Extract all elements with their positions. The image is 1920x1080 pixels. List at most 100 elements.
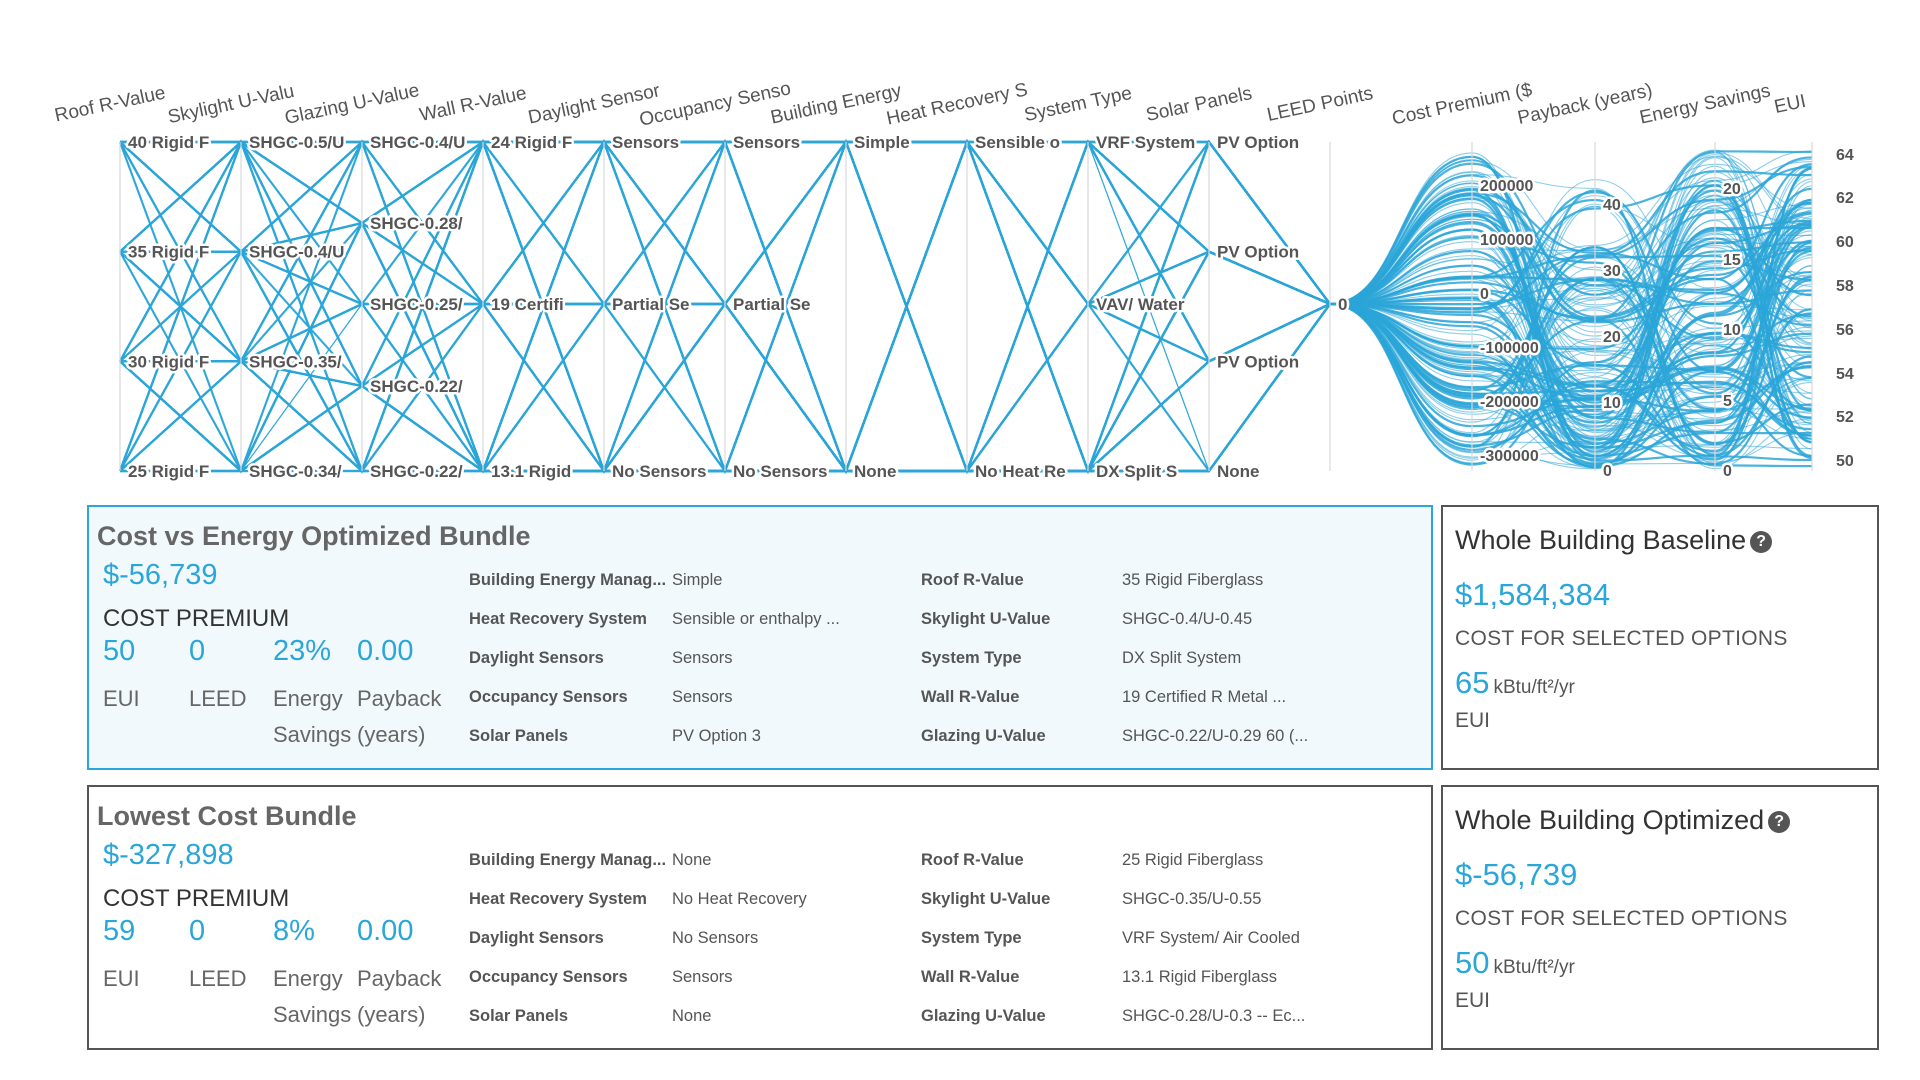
axis-title[interactable]: Heat Recovery S (885, 79, 1030, 129)
axis-title[interactable]: LEED Points (1265, 83, 1375, 126)
chart-series-line (119, 140, 1813, 472)
axis-tick-label: 64 (1836, 147, 1854, 164)
summary-eui-value: 50 (1455, 945, 1490, 980)
summary-title-row: Whole Building Optimized? (1455, 805, 1791, 836)
axis-title[interactable]: Roof R-Value (53, 83, 168, 127)
axis-tick-label: Partial Se (733, 295, 811, 314)
parameter-value: Sensors (672, 649, 733, 667)
parameter-value: SHGC-0.28/U-0.3 -- Ec... (1122, 1007, 1306, 1025)
parameter-label: Skylight U-Value (921, 610, 1051, 628)
parameter-value: None (672, 851, 712, 869)
leed-label: LEED (189, 966, 247, 991)
axis-tick-label: SHGC-0.4/U (370, 133, 465, 152)
chart-series-line (119, 141, 1813, 472)
eui-value: 50 (103, 635, 136, 667)
summary-title: Whole Building Baseline (1455, 525, 1747, 555)
eui-value: 59 (103, 915, 136, 947)
bundle-card-lowest-cost[interactable]: Lowest Cost Bundle $-327,898 COST PREMIU… (87, 785, 1433, 1050)
axis-tick-label: 20 (1723, 181, 1741, 198)
axis-title[interactable]: Payback (years) (1516, 80, 1655, 129)
chart-series-line (119, 140, 1813, 473)
axis-tick-label: 10 (1723, 322, 1741, 339)
chart-series-line (120, 140, 1813, 473)
payback-label: Payback (years) (357, 966, 442, 1027)
parameter-value: No Heat Recovery (672, 890, 807, 908)
summary-card-optimized: Whole Building Optimized? $-56,739 COST … (1441, 785, 1879, 1050)
axis-tick-label: 35 Rigid F (128, 243, 209, 262)
energy-savings-value: 23% (273, 635, 332, 667)
parameter-value: Sensible or enthalpy ... (672, 610, 840, 628)
axis-tick-label: Simple (854, 133, 910, 152)
parameter-value: Simple (672, 571, 723, 589)
parameter-label: Solar Panels (469, 727, 569, 745)
summary-cost-label: COST FOR SELECTED OPTIONS (1455, 627, 1788, 650)
parameter-value: 35 Rigid Fiberglass (1122, 571, 1264, 589)
help-icon[interactable]: ? (1750, 531, 1773, 553)
parameter-label: Heat Recovery System (469, 890, 647, 908)
axis-title[interactable]: Skylight U-Valu (166, 81, 296, 128)
axis-tick-label: 25 Rigid F (128, 462, 209, 481)
axis-tick-label: SHGC-0.4/U (249, 243, 344, 262)
axis-title[interactable]: Cost Premium ($ (1390, 79, 1534, 129)
axis-tick-label: SHGC-0.35/ (249, 352, 342, 371)
axis-tick-label: 200000 (1480, 178, 1533, 195)
payback-label: Payback (years) (357, 686, 442, 747)
chart-series-line (119, 140, 1813, 473)
axis-tick-label: 0 (1480, 286, 1489, 303)
axis-tick-label: VAV/ Water (1096, 295, 1185, 314)
axis-tick-label: SHGC-0.5/U (249, 133, 344, 152)
summary-eui-value: 65 (1455, 665, 1490, 700)
axis-tick-label: 56 (1836, 322, 1854, 339)
axis-tick-label: DX Split S (1096, 462, 1177, 481)
leed-value: 0 (189, 635, 206, 667)
axis-tick-label: 24 Rigid F (491, 133, 572, 152)
parameter-label: System Type (921, 649, 1022, 667)
summary-cost-label: COST FOR SELECTED OPTIONS (1455, 907, 1788, 930)
summary-eui-label: EUI (1455, 989, 1491, 1012)
bundle-card-cost-vs-energy[interactable]: Cost vs Energy Optimized Bundle $-56,739… (87, 505, 1433, 770)
parameter-label: Daylight Sensors (469, 929, 604, 947)
axis-tick-label: Sensors (733, 133, 800, 152)
parameter-label: Roof R-Value (921, 571, 1024, 589)
axis-title[interactable]: System Type (1022, 83, 1133, 126)
axis-tick-label: 10 (1603, 395, 1621, 412)
axis-title[interactable]: Glazing U-Value (283, 80, 421, 129)
axis-tick-label: 15 (1723, 252, 1741, 269)
help-icon[interactable]: ? (1768, 811, 1791, 833)
chart-series-line (119, 140, 1813, 472)
parameter-value: VRF System/ Air Cooled (1122, 929, 1300, 947)
summary-eui-label: EUI (1455, 709, 1491, 732)
axis-tick-label: PV Option (1217, 352, 1299, 371)
axis-title[interactable]: EUI (1772, 91, 1807, 118)
bundle-title: Cost vs Energy Optimized Bundle (97, 521, 531, 551)
axis-title[interactable]: Wall R-Value (418, 83, 529, 126)
axis-tick-label: Sensible o (975, 133, 1060, 152)
leed-label: LEED (189, 686, 247, 711)
axis-tick-label: No Sensors (612, 462, 706, 481)
parameter-label: Glazing U-Value (921, 1007, 1046, 1025)
axis-tick-label: 100000 (1480, 232, 1533, 249)
parameter-value: 25 Rigid Fiberglass (1122, 851, 1264, 869)
payback-value: 0.00 (357, 915, 414, 947)
parameter-value: None (672, 1007, 712, 1025)
axis-title[interactable]: Solar Panels (1144, 83, 1254, 126)
axis-tick-label: -100000 (1480, 340, 1539, 357)
axis-tick-label: None (854, 462, 897, 481)
axis-tick-label: SHGC-0.28/ (370, 214, 463, 233)
axis-tick-label: 52 (1836, 409, 1854, 426)
summary-eui: 50 kBtu/ft²/yr (1455, 945, 1575, 981)
parameter-value: 13.1 Rigid Fiberglass (1122, 968, 1277, 986)
axis-tick-label: 40 (1603, 197, 1621, 214)
summary-card-baseline: Whole Building Baseline? $1,584,384 COST… (1441, 505, 1879, 770)
parameter-value: SHGC-0.22/U-0.29 60 (... (1122, 727, 1309, 745)
parameter-value: SHGC-0.4/U-0.45 (1122, 610, 1253, 628)
parameter-label: Roof R-Value (921, 851, 1024, 869)
axis-tick-label: 0 (1338, 295, 1347, 314)
axis-tick-label: 30 Rigid F (128, 352, 209, 371)
axis-title[interactable]: Energy Savings (1638, 80, 1773, 128)
axis-title[interactable]: Occupancy Senso (638, 78, 793, 131)
axis-tick-label: 60 (1836, 234, 1854, 251)
eui-label: EUI (103, 686, 140, 711)
parallel-coordinates-chart[interactable]: Roof R-Value 40 Rigid F 35 Rigid F 30 Rigid… (0, 0, 1920, 490)
bundle-title: Lowest Cost Bundle (97, 801, 357, 831)
